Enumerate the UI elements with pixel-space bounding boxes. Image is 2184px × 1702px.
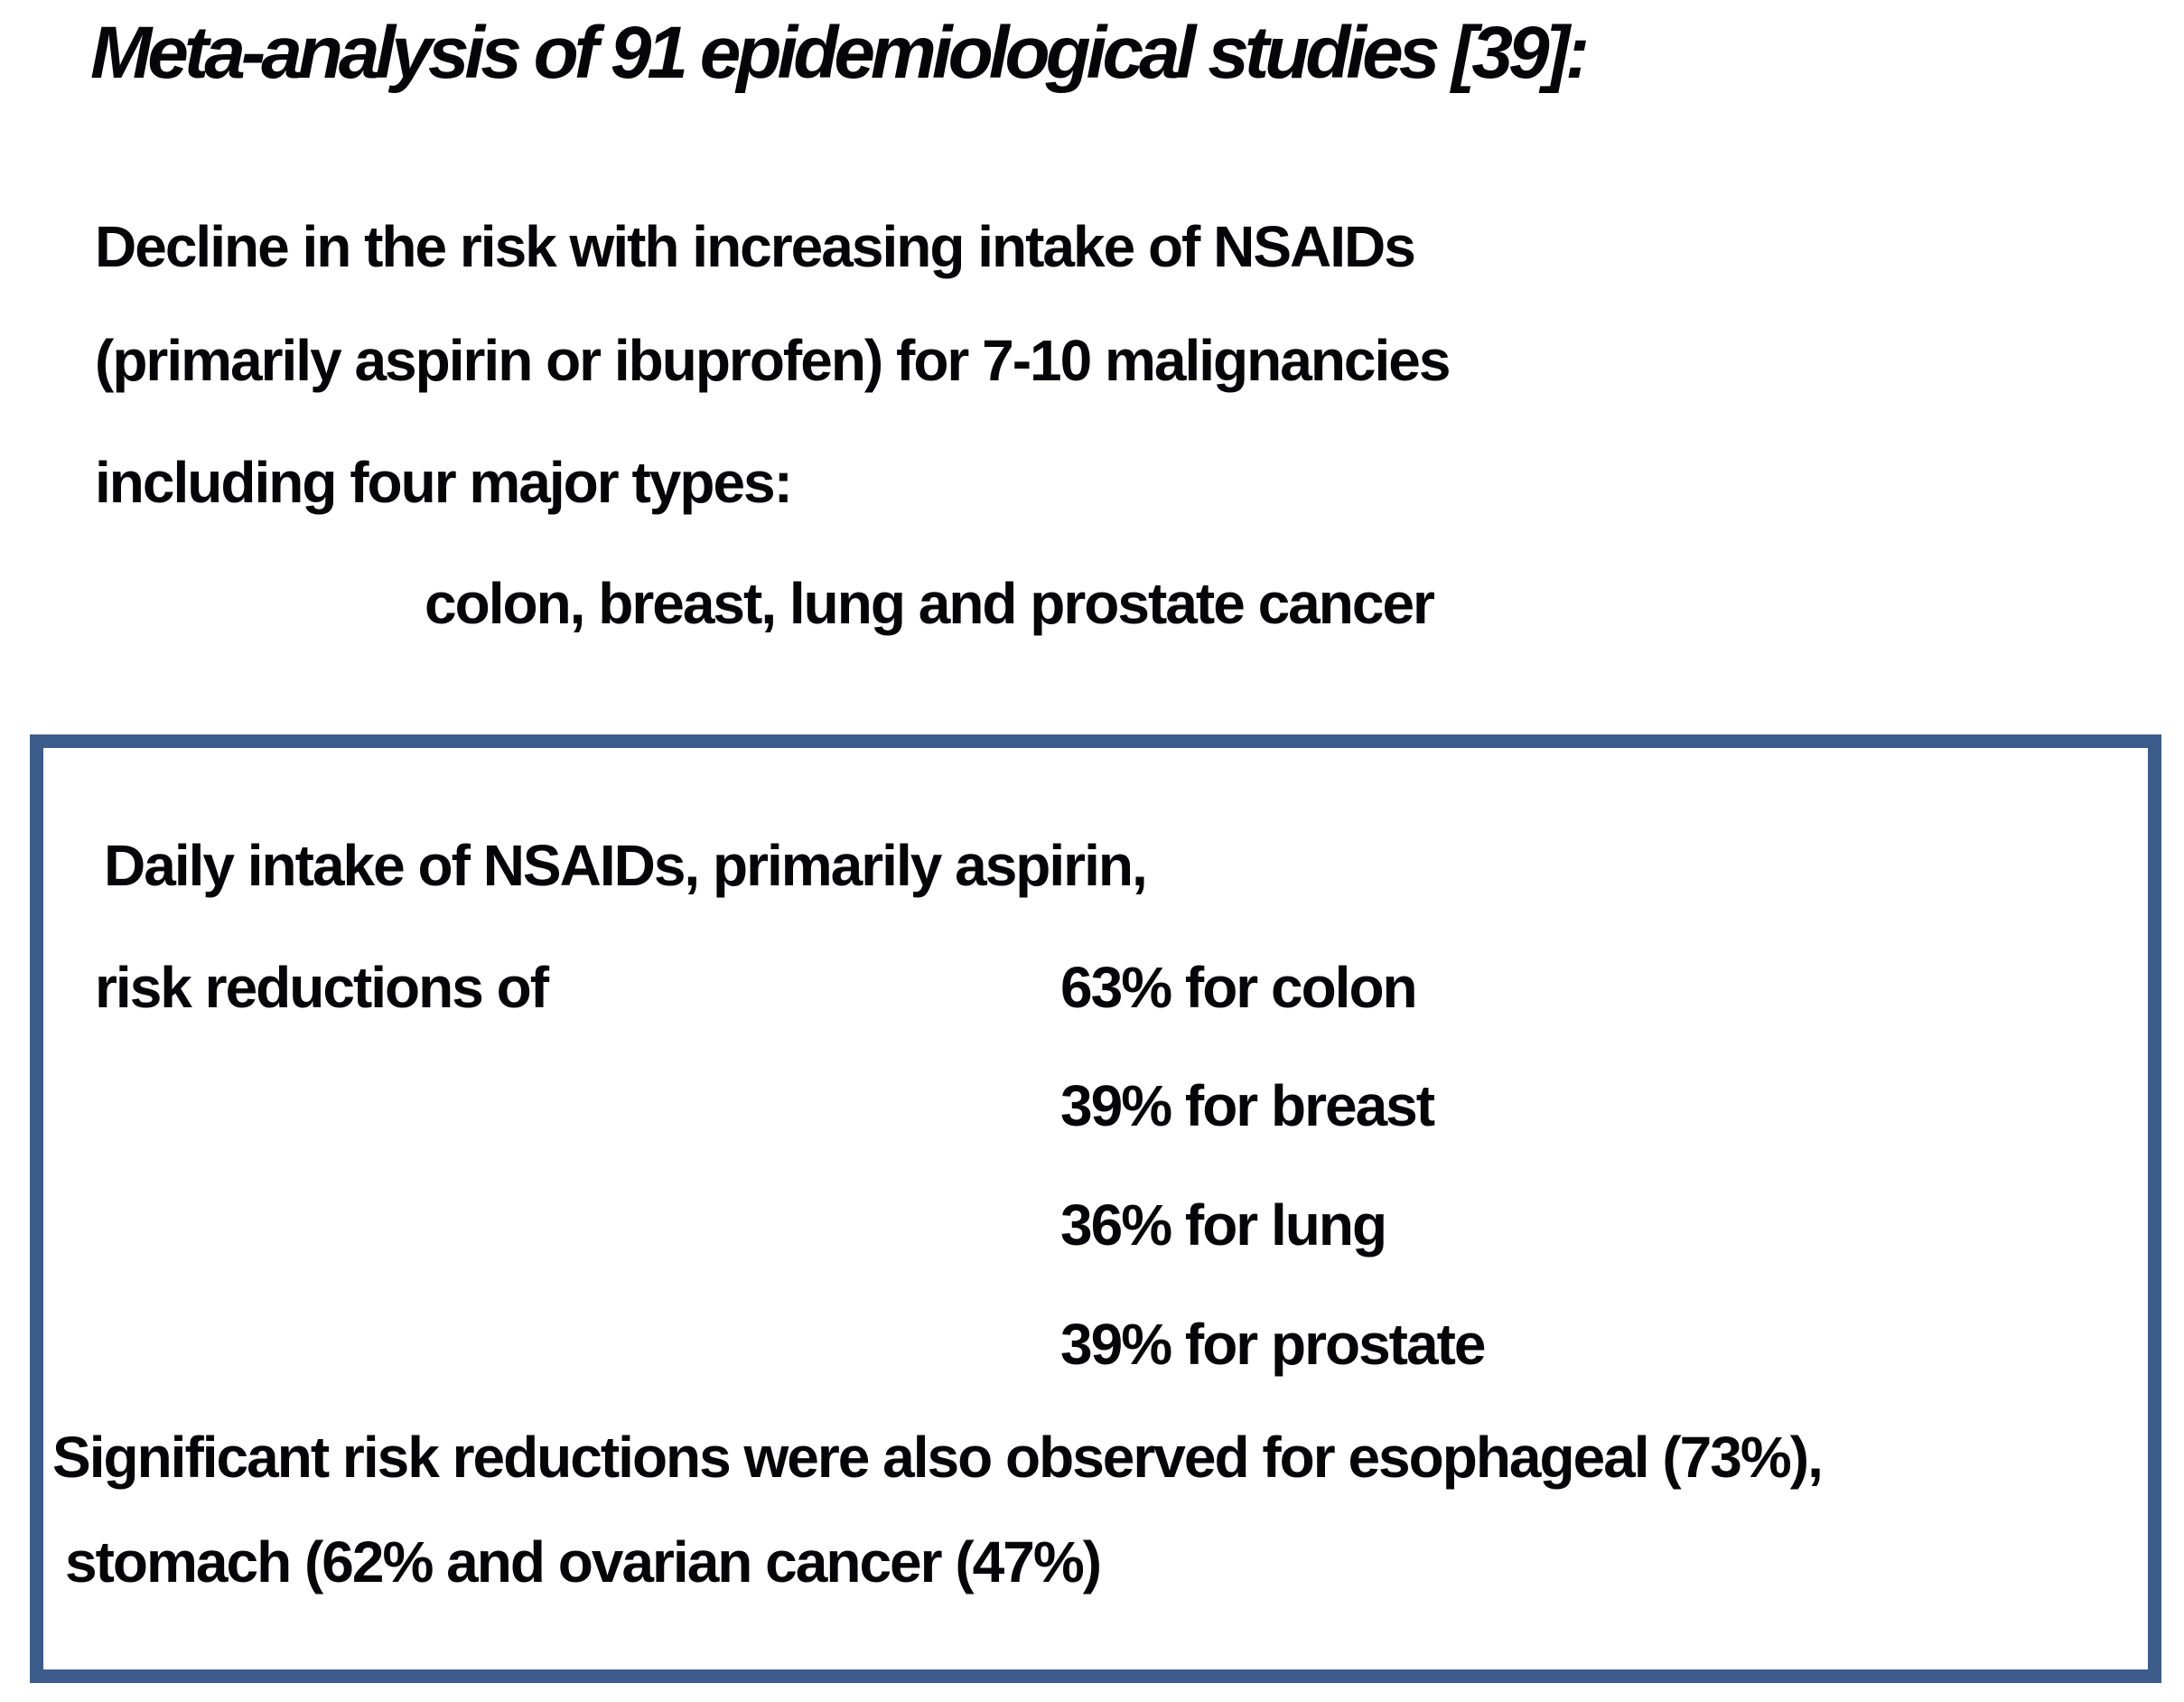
box-lead-line: Daily intake of NSAIDs, primarily aspiri…	[104, 833, 1148, 898]
risk-reduction-lung: 36% for lung	[1060, 1192, 1387, 1258]
summary-box	[30, 734, 2161, 1683]
intro-line-drugs: (primarily aspirin or ibuprofen) for 7-1…	[95, 328, 1451, 393]
intro-line-decline: Decline in the risk with increasing inta…	[95, 214, 1416, 279]
risk-reductions-label: risk reductions of	[95, 955, 549, 1020]
box-footer-line-1: Significant risk reductions were also ob…	[52, 1425, 1824, 1490]
risk-reduction-breast: 39% for breast	[1060, 1073, 1435, 1138]
intro-line-types: including four major types:	[95, 450, 793, 515]
intro-line-cancer-sites: colon, breast, lung and prostate cancer	[425, 571, 1435, 636]
slide-title: Meta-analysis of 91 epidemiological stud…	[90, 12, 1590, 94]
risk-reduction-colon: 63% for colon	[1060, 955, 1418, 1020]
box-footer-line-2: stomach (62% and ovarian cancer (47%)	[65, 1529, 1102, 1594]
risk-reduction-prostate: 39% for prostate	[1060, 1312, 1486, 1377]
